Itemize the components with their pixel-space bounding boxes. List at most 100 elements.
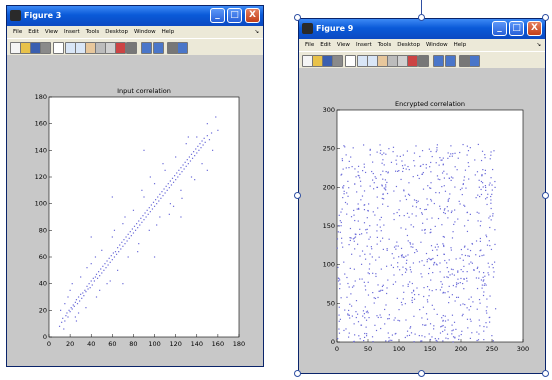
scatter-point <box>119 244 121 246</box>
scatter-point <box>142 215 144 217</box>
arrow-pointer-icon[interactable] <box>53 42 64 54</box>
scatter-point <box>392 266 395 269</box>
title-bar[interactable]: Figure 9 _ □ X <box>299 19 545 39</box>
scatter-point <box>150 204 152 206</box>
figure-canvas[interactable]: Input correlation 0 20 40 60 80 100 120 140 160 18… <box>7 55 263 366</box>
scatter-point <box>143 149 145 151</box>
menu-window[interactable]: Window <box>133 29 156 35</box>
scatter-point <box>413 293 416 296</box>
menu-file[interactable]: File <box>305 42 315 48</box>
close-button[interactable]: X <box>245 8 260 23</box>
menu-edit[interactable]: Edit <box>28 29 39 35</box>
scatter-point <box>108 257 110 259</box>
close-button[interactable]: X <box>527 21 542 36</box>
scatter-point <box>387 171 389 173</box>
show-plot-tools-icon[interactable] <box>469 55 480 67</box>
scatter-point <box>190 153 193 155</box>
title-bar[interactable]: Figure 3 _ □ X <box>7 6 263 26</box>
scatter-point <box>431 249 434 251</box>
scatter-point <box>168 187 170 189</box>
legend-icon[interactable] <box>445 55 456 67</box>
menu-view[interactable]: View <box>44 29 58 35</box>
scatter-point <box>339 279 341 281</box>
scatter-point <box>405 262 408 264</box>
scatter-point <box>486 298 488 300</box>
arrow-pointer-icon[interactable] <box>345 55 356 67</box>
resize-handle-ne[interactable] <box>542 14 549 21</box>
scatter-point <box>380 216 382 219</box>
scatter-point <box>416 250 418 252</box>
menu-view[interactable]: View <box>336 42 350 48</box>
print-icon[interactable] <box>40 42 51 54</box>
show-plot-tools-icon[interactable] <box>177 42 188 54</box>
resize-handle-w[interactable] <box>294 192 301 199</box>
minimize-button[interactable]: _ <box>492 21 507 36</box>
axes-box[interactable] <box>48 96 240 338</box>
menu-help[interactable]: Help <box>161 29 175 35</box>
scatter-point <box>388 148 390 150</box>
scatter-point <box>474 159 476 161</box>
resize-handle-se[interactable] <box>542 370 549 377</box>
resize-handle-e[interactable] <box>542 192 549 199</box>
axes-box[interactable] <box>336 109 524 343</box>
scatter-point <box>448 285 450 287</box>
scatter-point <box>345 154 347 156</box>
menu-insert[interactable]: Insert <box>355 42 372 48</box>
scatter-point <box>441 186 443 188</box>
scatter-point <box>414 165 416 167</box>
scatter-point <box>98 271 100 273</box>
scatter-point <box>468 165 470 168</box>
colorbar-icon[interactable] <box>141 42 152 54</box>
scatter-point <box>127 256 129 258</box>
scatter-point <box>398 256 400 258</box>
scatter-point <box>395 159 397 161</box>
resize-handle-s[interactable] <box>418 370 425 377</box>
brush-icon[interactable] <box>115 42 126 54</box>
print-icon[interactable] <box>332 55 343 67</box>
scatter-point <box>454 152 456 154</box>
menu-help[interactable]: Help <box>453 42 467 48</box>
figure-canvas[interactable]: Encrypted correlation 0 50 100 150 200 250 300 0… <box>299 68 545 373</box>
scatter-point <box>417 200 419 202</box>
resize-handle-sw[interactable] <box>294 370 301 377</box>
menu-overflow-icon[interactable]: ↘ <box>254 29 259 35</box>
scatter-point <box>379 144 381 146</box>
scatter-point <box>466 145 468 147</box>
figure-9-window[interactable]: Figure 9 _ □ X File Edit View Insert Tools De… <box>298 18 546 374</box>
menu-desktop[interactable]: Desktop <box>397 42 420 48</box>
scatter-point <box>442 340 444 342</box>
minimize-button[interactable]: _ <box>210 8 225 23</box>
scatter-point <box>489 245 491 247</box>
menu-file[interactable]: File <box>13 29 23 35</box>
scatter-point <box>351 286 354 288</box>
colorbar-icon[interactable] <box>433 55 444 67</box>
link-plot-icon[interactable] <box>126 42 137 54</box>
figure-3-window[interactable]: Figure 3 _ □ X File Edit View Insert Tools De… <box>6 5 264 367</box>
scatter-point <box>484 283 486 285</box>
menu-tools[interactable]: Tools <box>85 29 100 35</box>
maximize-button[interactable]: □ <box>227 8 242 23</box>
scatter-point <box>72 304 74 306</box>
menu-edit[interactable]: Edit <box>320 42 331 48</box>
menu-desktop[interactable]: Desktop <box>105 29 128 35</box>
scatter-point <box>446 333 449 335</box>
menu-tools[interactable]: Tools <box>377 42 392 48</box>
scatter-point <box>429 323 432 325</box>
legend-icon[interactable] <box>153 42 164 54</box>
scatter-point <box>415 145 417 147</box>
scatter-point <box>490 154 492 156</box>
scatter-point <box>148 207 150 209</box>
resize-handle-nw[interactable] <box>294 14 301 21</box>
menu-insert[interactable]: Insert <box>63 29 80 35</box>
menu-bar: File Edit View Insert Tools Desktop Window Help… <box>299 39 545 51</box>
scatter-point <box>206 123 208 125</box>
resize-handle-n[interactable] <box>418 14 425 21</box>
link-plot-icon[interactable] <box>418 55 429 67</box>
scatter-point <box>412 243 414 245</box>
maximize-button[interactable]: □ <box>509 21 524 36</box>
menu-window[interactable]: Window <box>425 42 448 48</box>
scatter-point <box>385 153 387 155</box>
brush-icon[interactable] <box>407 55 418 67</box>
scatter-point <box>64 320 66 322</box>
menu-overflow-icon[interactable]: ↘ <box>536 42 541 48</box>
